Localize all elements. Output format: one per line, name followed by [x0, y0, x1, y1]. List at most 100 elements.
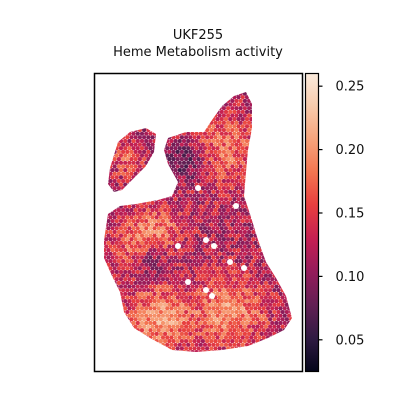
spot [194, 248, 199, 253]
spot [272, 324, 277, 329]
spot [265, 284, 271, 289]
spot [242, 280, 247, 286]
spot [257, 248, 262, 253]
spot [144, 284, 149, 289]
spot [139, 233, 145, 238]
spot [165, 299, 170, 304]
spot [196, 266, 201, 271]
spot [272, 302, 277, 307]
spot [169, 233, 174, 238]
spot [184, 157, 189, 162]
spot [234, 113, 239, 118]
spot [234, 244, 239, 249]
spot [253, 291, 258, 296]
spot [205, 251, 210, 256]
spot [131, 277, 136, 282]
spot [177, 204, 182, 209]
spot [133, 229, 138, 235]
spot [177, 248, 182, 253]
spot [116, 222, 121, 227]
spot [158, 339, 163, 344]
spot [175, 135, 180, 140]
spot [179, 229, 184, 235]
spot [167, 309, 172, 315]
spot [196, 237, 201, 242]
spot [242, 98, 247, 104]
spot [190, 138, 195, 144]
spot [114, 153, 119, 158]
spot [156, 277, 161, 282]
spot [188, 251, 193, 256]
spot [131, 262, 136, 267]
spot [232, 226, 237, 231]
spot [167, 229, 172, 235]
spot [148, 248, 153, 253]
spot [190, 335, 195, 340]
spot [211, 342, 216, 347]
spot [106, 255, 111, 260]
spot [232, 255, 237, 260]
spot [249, 335, 254, 340]
spot [169, 262, 174, 267]
spot [215, 284, 220, 289]
spot [152, 233, 157, 238]
spot [125, 178, 130, 184]
spot [221, 178, 226, 184]
spot [154, 295, 159, 300]
spot [205, 178, 210, 184]
spot [209, 258, 214, 264]
spot [150, 251, 155, 256]
colorbar: 0.050.100.150.200.25 [304, 72, 364, 373]
spot [142, 157, 147, 162]
spot [181, 197, 187, 202]
spot [123, 153, 128, 158]
spot [207, 342, 212, 347]
spot [127, 240, 132, 245]
spot [263, 288, 268, 293]
spot [139, 291, 145, 296]
spot [221, 251, 226, 256]
spot [242, 273, 247, 278]
spot [192, 171, 197, 176]
spot [158, 273, 163, 278]
spot [177, 218, 182, 224]
spot [230, 280, 235, 286]
spot [215, 255, 220, 260]
spot [284, 317, 289, 322]
spot [236, 306, 241, 311]
spot [223, 153, 229, 158]
spot [240, 102, 245, 107]
spot [230, 266, 235, 271]
spot [238, 317, 243, 322]
spot [215, 124, 220, 129]
spot [169, 146, 174, 151]
spot [135, 153, 140, 158]
spot [190, 328, 195, 333]
spot [186, 262, 191, 267]
spot [249, 299, 254, 304]
spot [131, 167, 136, 173]
tissue-gap [195, 185, 201, 191]
spot [160, 211, 166, 216]
spot [108, 171, 113, 176]
spot [142, 237, 147, 242]
spot [139, 138, 145, 144]
spot [137, 302, 142, 307]
spot [116, 258, 121, 264]
spot [144, 233, 149, 238]
spot [171, 331, 176, 336]
spot [240, 175, 245, 180]
spot [217, 127, 222, 133]
spot [207, 255, 212, 260]
spot [133, 280, 138, 286]
spot [171, 157, 176, 162]
spot [244, 299, 250, 304]
spot [238, 113, 243, 118]
spot [240, 240, 245, 245]
spot [238, 302, 243, 307]
spot [240, 204, 245, 209]
spot [230, 106, 235, 111]
spot [188, 208, 193, 213]
spot [169, 269, 174, 275]
spot [221, 215, 226, 220]
